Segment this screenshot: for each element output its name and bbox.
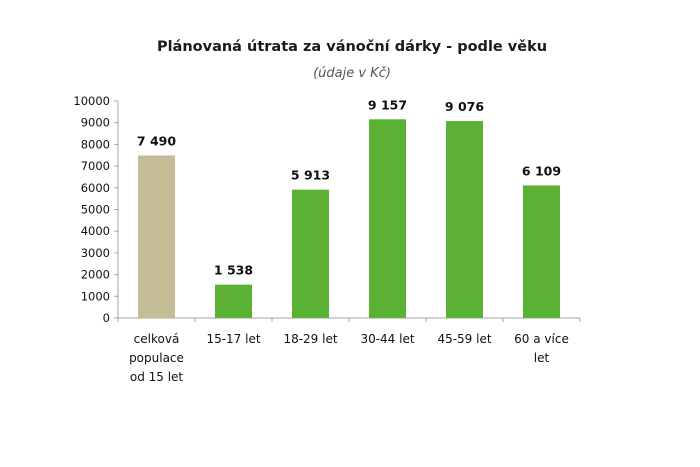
x-category-label: 45-59 let: [437, 332, 491, 346]
x-category-label: od 15 let: [130, 370, 184, 384]
bar: [523, 185, 560, 318]
data-label: 5 913: [291, 168, 330, 183]
bar: [292, 189, 329, 318]
bar: [215, 284, 252, 318]
data-label: 6 109: [522, 163, 561, 178]
y-tick-label: 0: [103, 311, 110, 325]
x-category-label: 15-17 let: [206, 332, 260, 346]
bar: [369, 119, 406, 319]
y-tick-label: 1000: [81, 289, 110, 303]
y-tick-label: 4000: [81, 224, 110, 238]
bar: [446, 121, 483, 318]
y-tick-label: 9000: [81, 116, 110, 130]
y-tick-label: 6000: [81, 181, 110, 195]
y-tick-label: 2000: [81, 268, 110, 282]
data-label: 9 157: [368, 97, 407, 112]
chart-subtitle: (údaje v Kč): [313, 66, 391, 81]
x-category-label: 18-29 let: [283, 332, 337, 346]
data-label: 1 538: [214, 263, 253, 278]
bar: [138, 155, 175, 318]
x-category-label: 30-44 let: [360, 332, 414, 346]
y-tick-label: 8000: [81, 137, 110, 151]
data-label: 9 076: [445, 99, 484, 114]
chart-title: Plánovaná útrata za vánoční dárky - podl…: [157, 39, 547, 55]
x-category-label: 60 a více: [514, 332, 569, 346]
data-label: 7 490: [137, 133, 176, 148]
y-tick-label: 3000: [81, 246, 110, 260]
x-category-label: let: [534, 351, 550, 365]
x-category-label: celková: [134, 332, 180, 346]
x-category-label: populace: [129, 351, 184, 365]
y-tick-label: 10000: [73, 94, 110, 108]
y-tick-label: 5000: [81, 203, 110, 217]
y-tick-label: 7000: [81, 159, 110, 173]
